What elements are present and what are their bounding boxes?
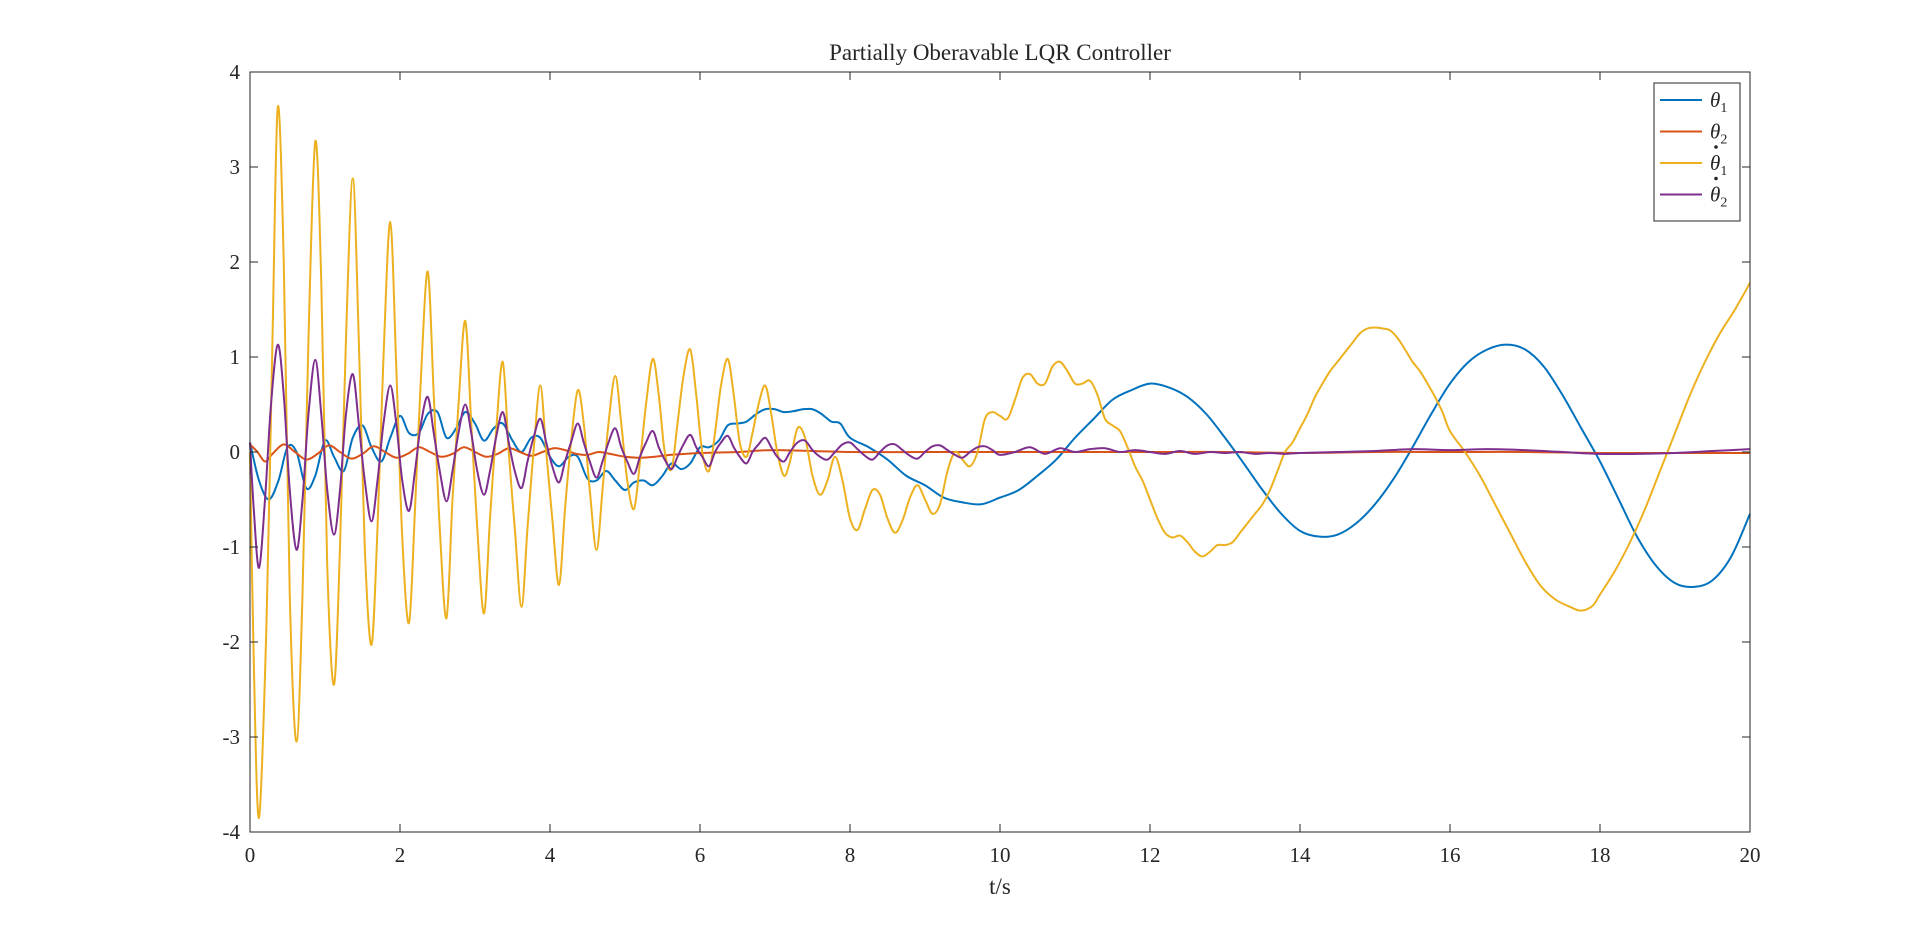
y-tick-label: -1 [223,535,241,559]
x-tick-label: 10 [990,843,1011,867]
legend-entry-2: θ2 [1710,120,1727,148]
x-tick-label: 2 [395,843,406,867]
x-tick-label: 0 [245,843,256,867]
legend-entry-4: θ2 [1710,183,1727,211]
axis-ticks [249,71,1751,833]
legend-entry-1: θ1 [1710,88,1727,116]
x-tick-label: 14 [1290,843,1312,867]
legend-box [1653,82,1741,222]
y-tick-label: 1 [230,345,241,369]
y-tick-label: -4 [223,820,241,844]
x-tick-label: 4 [545,843,556,867]
plot-lines [249,104,1751,819]
y-tick-label: -2 [223,630,241,654]
x-tick-label: 12 [1140,843,1161,867]
legend: θ1 θ2 θ1 θ2 [1653,82,1741,222]
legend-dot-4 [1714,176,1718,181]
legend-dot-3 [1714,145,1718,149]
series-line-4 [249,343,1751,569]
legend-entry-3: θ1 [1710,151,1727,179]
x-axis-label: t/s [989,874,1011,899]
y-tick-label: 0 [230,440,241,464]
x-tick-label: 6 [695,843,706,867]
y-tick-label: 2 [230,250,241,274]
series-line-1 [249,343,1751,589]
y-tick-label: 3 [230,155,241,179]
x-tick-label: 18 [1590,843,1611,867]
chart-title: Partially Oberavable LQR Controller [829,40,1171,65]
x-tick-label: 8 [845,843,856,867]
x-tick-label: 16 [1440,843,1461,867]
y-tick-label: -3 [223,725,241,749]
y-tick-label: 4 [230,60,241,84]
x-tick-label: 20 [1740,843,1761,867]
